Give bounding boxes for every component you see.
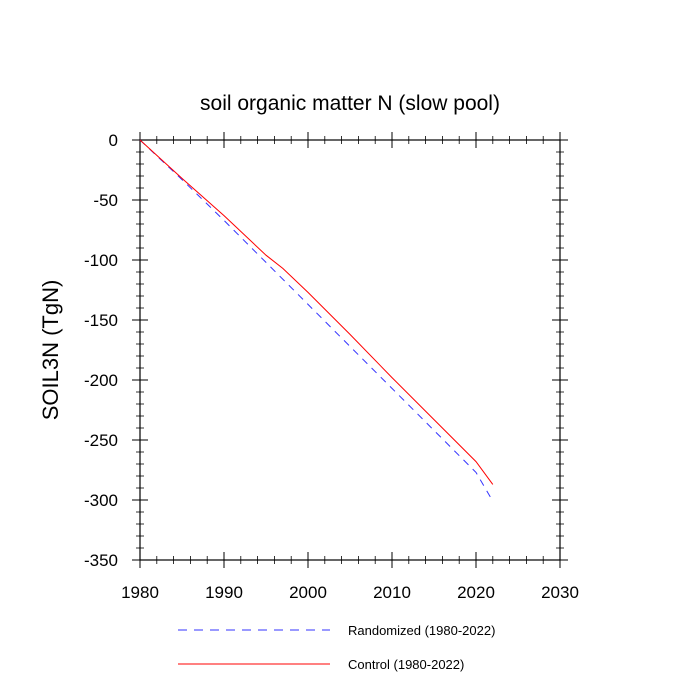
x-tick-label: 1990	[205, 583, 243, 602]
y-tick-label: -50	[93, 191, 118, 210]
y-tick-label: -250	[84, 431, 118, 450]
x-tick-label: 2020	[457, 583, 495, 602]
x-tick-label: 2030	[541, 583, 579, 602]
chart-title: soil organic matter N (slow pool)	[200, 92, 500, 115]
legend: Randomized (1980-2022) Control (1980-202…	[178, 623, 495, 672]
axis-ticks	[132, 132, 568, 568]
x-tick-label: 1980	[121, 583, 159, 602]
x-tick-label: 2010	[373, 583, 411, 602]
y-tick-label: 0	[109, 131, 118, 150]
y-tick-label: -150	[84, 311, 118, 330]
series-line-randomized	[139, 139, 494, 502]
axis-tick-labels: 1980 1990 2000 2010 2020 2030 0 -50 -100 -150 -200…	[84, 131, 579, 602]
y-tick-label: -200	[84, 371, 118, 390]
legend-label-randomized: Randomized (1980-2022)	[348, 623, 495, 638]
plot-frame	[139, 139, 561, 561]
legend-label-control: Control (1980-2022)	[348, 657, 464, 672]
y-axis-label: SOIL3N (TgN)	[38, 280, 63, 421]
y-tick-label: -100	[84, 251, 118, 270]
y-tick-label: -350	[84, 551, 118, 570]
x-tick-label: 2000	[289, 583, 327, 602]
series-lines	[139, 139, 494, 502]
y-tick-label: -300	[84, 491, 118, 510]
series-line-control	[139, 139, 494, 485]
